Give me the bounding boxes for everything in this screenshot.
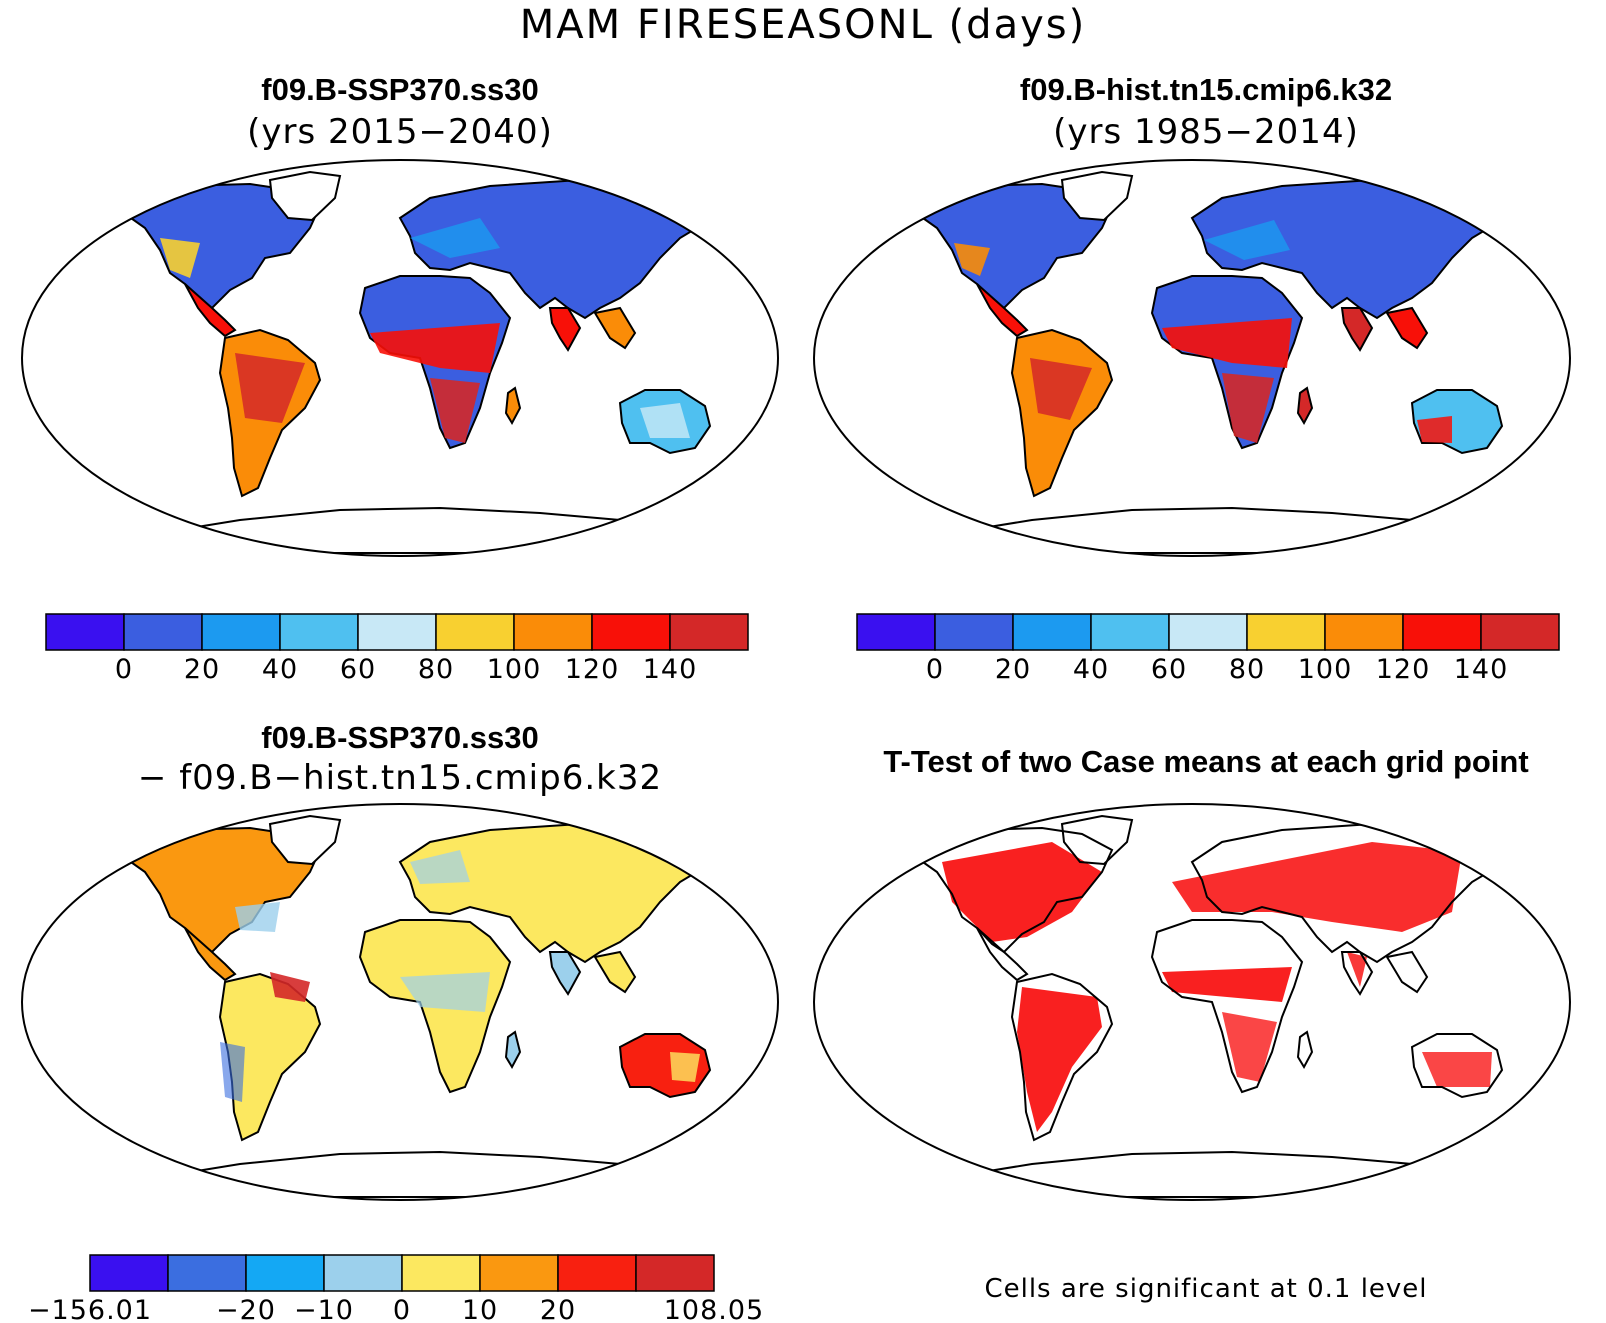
colorbar2-tick-label: 0: [926, 654, 944, 685]
colorbar1-swatch-2: [201, 613, 281, 651]
colorbar3-tick-label: −20: [216, 1295, 276, 1323]
panel3-subtitle: − f09.B−hist.tn15.cmip6.k32: [137, 758, 663, 798]
colorbar2-tick-label: 20: [995, 654, 1031, 685]
significance-note: Cells are significant at 0.1 level: [984, 1274, 1428, 1304]
colorbar1-tick-label: 60: [340, 654, 376, 685]
colorbar2-swatch-4: [1168, 613, 1248, 651]
colorbar2-swatch-3: [1090, 613, 1170, 651]
colorbar3-swatch-3: [323, 1254, 403, 1292]
colorbar1-swatch-8: [669, 613, 749, 651]
panel1-subtitle: (yrs 2015−2040): [247, 112, 553, 152]
colorbar2-tick-label: 60: [1151, 654, 1187, 685]
panel3-map: [21, 803, 779, 1201]
colorbar1-tick-label: 120: [565, 654, 620, 685]
colorbar1-tick-label: 0: [115, 654, 133, 685]
colorbar2-swatch-0: [856, 613, 936, 651]
colorbar3-swatch-6: [557, 1254, 637, 1292]
panel1-title: f09.B-SSP370.ss30: [261, 72, 539, 107]
colorbar3-swatch-0: [89, 1254, 169, 1292]
panel2-title: f09.B-hist.tn15.cmip6.k32: [1019, 72, 1393, 107]
panel1-colorbar: 0 20 40 60 80 100 120 140: [45, 613, 749, 685]
figure-title: MAM FIRESEASONL (days): [519, 2, 1087, 48]
colorbar3-swatch-7: [635, 1254, 715, 1292]
colorbar2-swatch-2: [1012, 613, 1092, 651]
panel4-title: T-Test of two Case means at each grid po…: [883, 744, 1529, 779]
colorbar1-swatch-4: [357, 613, 437, 651]
panel2-colorbar: 0 20 40 60 80 100 120 140: [856, 613, 1560, 685]
panel3-title: f09.B-SSP370.ss30: [261, 720, 539, 755]
colorbar3-tick-label: 10: [462, 1295, 498, 1323]
colorbar2-tick-label: 80: [1229, 654, 1265, 685]
colorbar2-swatch-6: [1324, 613, 1404, 651]
colorbar1-tick-label: 140: [643, 654, 698, 685]
colorbar3-tick-label: 20: [540, 1295, 576, 1323]
colorbar3-tick-label: 108.05: [664, 1295, 764, 1323]
colorbar3-tick-label: −156.01: [28, 1295, 152, 1323]
colorbar3-swatch-4: [401, 1254, 481, 1292]
colorbar1-swatch-7: [591, 613, 671, 651]
colorbar3-swatch-1: [167, 1254, 247, 1292]
colorbar1-swatch-1: [123, 613, 203, 651]
colorbar1-tick-label: 100: [487, 654, 542, 685]
colorbar1-swatch-3: [279, 613, 359, 651]
colorbar3-swatch-2: [245, 1254, 325, 1292]
colorbar1-swatch-0: [45, 613, 125, 651]
colorbar2-swatch-5: [1246, 613, 1326, 651]
colorbar2-tick-label: 40: [1073, 654, 1109, 685]
panel2-map: [813, 159, 1571, 557]
colorbar2-swatch-1: [934, 613, 1014, 651]
panel2-subtitle: (yrs 1985−2014): [1053, 112, 1359, 152]
panel1-map: [21, 159, 779, 557]
colorbar2-tick-label: 120: [1376, 654, 1431, 685]
panel3-colorbar: −156.01 −20 −10 0 10 20 108.05: [28, 1254, 764, 1323]
colorbar2-swatch-7: [1402, 613, 1482, 651]
colorbar3-swatch-5: [479, 1254, 559, 1292]
colorbar1-tick-label: 20: [184, 654, 220, 685]
colorbar3-tick-label: −10: [294, 1295, 354, 1323]
colorbar1-tick-label: 80: [418, 654, 454, 685]
colorbar1-swatch-6: [513, 613, 593, 651]
colorbar2-tick-label: 140: [1454, 654, 1509, 685]
colorbar2-tick-label: 100: [1298, 654, 1353, 685]
colorbar1-tick-label: 40: [262, 654, 298, 685]
colorbar3-tick-label: 0: [393, 1295, 411, 1323]
colorbar2-swatch-8: [1480, 613, 1560, 651]
panel4-map: [813, 803, 1571, 1201]
colorbar1-swatch-5: [435, 613, 515, 651]
